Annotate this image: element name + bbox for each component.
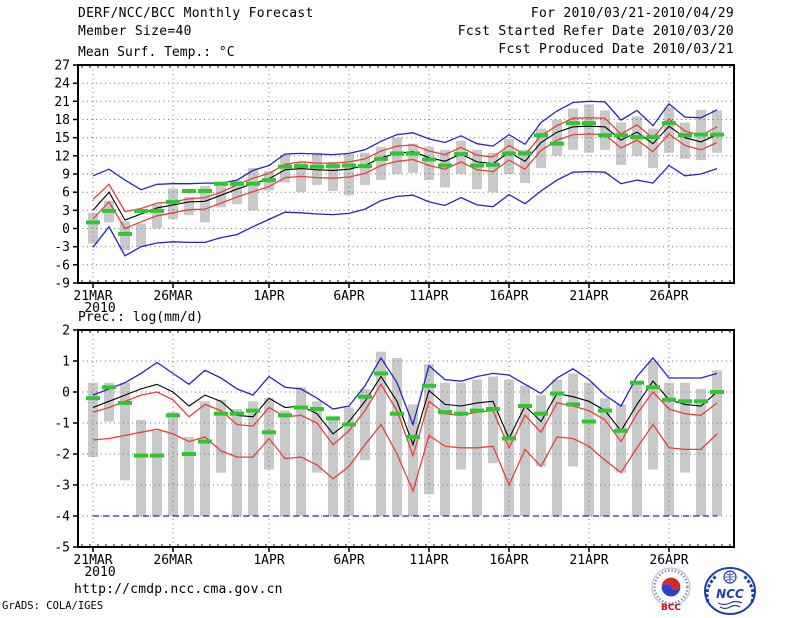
temp-panel-ensemble-min-line	[92, 164, 718, 257]
bcc-logo: BCC	[651, 567, 691, 613]
precip-panel-green-dash-obs	[86, 371, 724, 458]
header-title: DERF/NCC/BCC Monthly Forecast	[78, 6, 314, 21]
svg-text:-1: -1	[54, 417, 70, 432]
svg-text:-3: -3	[54, 479, 70, 494]
grads-credit: GrADS: COLA/IGES	[2, 600, 104, 612]
svg-text:9: 9	[62, 168, 70, 183]
precip-panel-x-axis: 21MAR 26MAR 1APR 6APR 11APR 16APR 21APR 26APR 20…	[73, 547, 689, 580]
svg-text:26APR: 26APR	[649, 553, 688, 568]
header-valid-range: For 2010/03/21-2010/04/29	[530, 6, 734, 21]
temp-panel-y-axis: 27 24 21 18 15 12 9 6 3 0 -3 -6 -9	[54, 59, 78, 292]
temp-panel-title: Mean Surf. Temp.: °C	[78, 45, 235, 60]
svg-text:15: 15	[54, 131, 70, 146]
svg-text:-2: -2	[54, 448, 70, 463]
temp-panel-ensemble-max-line	[92, 100, 718, 191]
svg-text:2: 2	[62, 324, 70, 339]
bcc-logo-text: BCC	[661, 603, 681, 613]
svg-text:21MAR: 21MAR	[73, 553, 112, 568]
temp-panel-frame	[77, 64, 735, 284]
svg-text:21: 21	[54, 95, 70, 110]
precip-panel-title: Prec.: log(mm/d)	[78, 310, 203, 325]
svg-text:-4: -4	[54, 510, 70, 525]
temp-panel-ensemble-lower-quartile-line	[92, 133, 718, 230]
temp-panel-ensemble-mean-line	[92, 125, 718, 221]
svg-text:-6: -6	[54, 258, 70, 273]
svg-text:-3: -3	[54, 240, 70, 255]
temp-panel-year-label: 2010	[84, 301, 115, 316]
svg-text:-9: -9	[54, 277, 70, 292]
precip-panel-ensemble-mean-line	[92, 375, 718, 447]
temp-panel-spread-bars	[88, 104, 722, 251]
svg-text:24: 24	[54, 77, 70, 92]
precip-panel-year-label: 2010	[84, 565, 115, 580]
svg-text:11APR: 11APR	[409, 553, 448, 568]
precip-panel-grid	[78, 330, 734, 547]
svg-text:12: 12	[54, 149, 70, 164]
svg-text:-5: -5	[54, 541, 70, 556]
svg-text:27: 27	[54, 59, 70, 74]
precip-panel-y-axis: 2 1 0 -1 -2 -3 -4 -5	[54, 324, 78, 556]
source-url: http://cmdp.ncc.cma.gov.cn	[74, 582, 283, 597]
svg-text:21MAR: 21MAR	[73, 289, 112, 304]
ncc-logo-globe-mesh	[724, 571, 736, 583]
bcc-logo-red-swirl	[661, 577, 681, 592]
ncc-logo: NCC	[704, 567, 756, 615]
svg-text:18: 18	[54, 113, 70, 128]
header-refer-date: Fcst Started Refer Date 2010/03/20	[457, 24, 734, 39]
svg-text:26MAR: 26MAR	[153, 553, 192, 568]
svg-text:3: 3	[62, 204, 70, 219]
ncc-logo-text: NCC	[716, 587, 744, 601]
precip-panel-ensemble-upper-quartile-line	[92, 383, 718, 458]
svg-text:26APR: 26APR	[649, 289, 688, 304]
svg-text:0: 0	[62, 222, 70, 237]
precip-panel-frame	[77, 329, 735, 548]
svg-text:6APR: 6APR	[333, 289, 364, 304]
svg-text:16APR: 16APR	[489, 289, 528, 304]
svg-text:11APR: 11APR	[409, 289, 448, 304]
temp-panel-minor-ticks	[81, 65, 731, 283]
svg-text:21APR: 21APR	[569, 289, 608, 304]
svg-text:0: 0	[62, 386, 70, 401]
temp-panel-grid	[78, 65, 734, 283]
svg-text:6: 6	[62, 186, 70, 201]
precip-panel-ensemble-lower-quartile-line	[92, 423, 718, 494]
svg-text:1: 1	[62, 355, 70, 370]
precip-panel-ensemble-max-line	[92, 356, 718, 427]
svg-text:16APR: 16APR	[489, 553, 528, 568]
ncc-logo-right-wreath	[742, 574, 755, 603]
ncc-logo-waves	[717, 600, 743, 610]
bcc-logo-swirl-gap	[660, 576, 682, 598]
bcc-logo-text-ring	[653, 569, 689, 605]
bcc-logo-blue-swirl	[661, 582, 681, 597]
ncc-logo-left-wreath	[705, 574, 718, 603]
svg-text:21APR: 21APR	[569, 553, 608, 568]
temp-panel-x-axis: 21MAR 26MAR 1APR 6APR 11APR 16APR 21APR 26APR 20…	[73, 283, 689, 316]
svg-text:26MAR: 26MAR	[153, 289, 192, 304]
header-member-size: Member Size=40	[78, 24, 192, 39]
temp-panel-ensemble-upper-quartile-line	[92, 117, 718, 213]
temp-panel-green-dash-obs	[86, 121, 724, 236]
svg-text:1APR: 1APR	[253, 553, 284, 568]
svg-text:1APR: 1APR	[253, 289, 284, 304]
ncc-logo-rim	[704, 567, 756, 615]
svg-text:6APR: 6APR	[333, 553, 364, 568]
header-produce-date: Fcst Produced Date 2010/03/21	[498, 42, 734, 57]
